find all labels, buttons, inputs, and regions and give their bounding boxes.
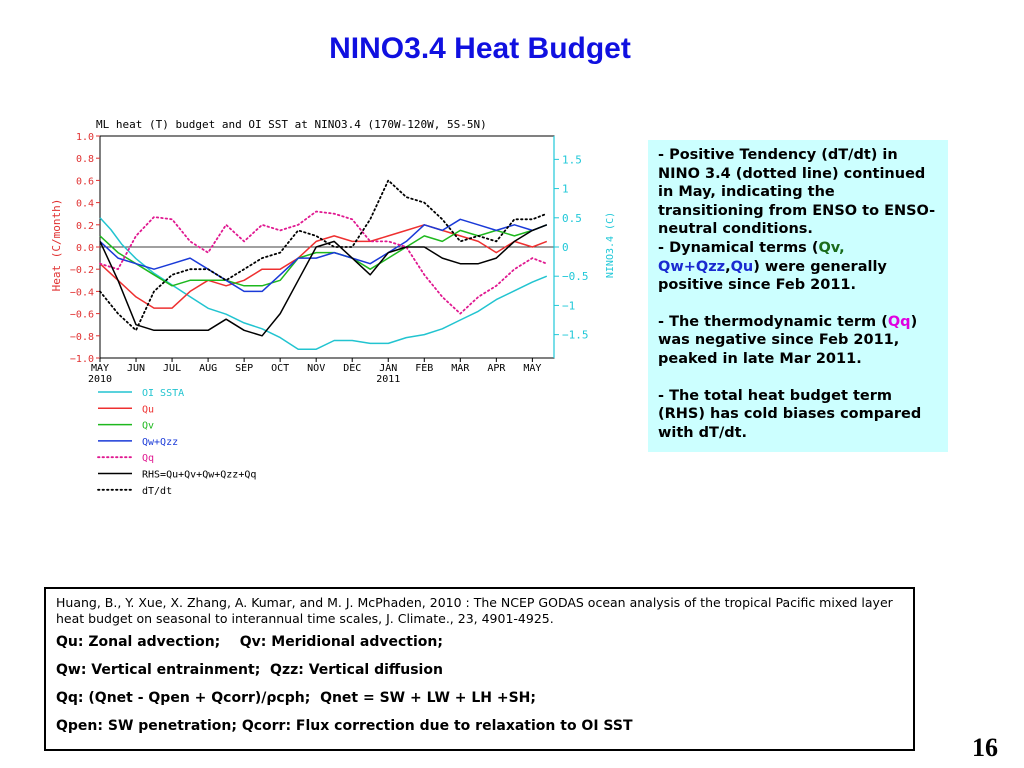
reference-box: Huang, B., Y. Xue, X. Zhang, A. Kumar, a…: [44, 587, 915, 751]
definition-qq: Qq: (Qnet - Qpen + Qcorr)/ρcph; Qnet = S…: [56, 690, 536, 706]
y-right-tick-label: −1: [562, 299, 575, 312]
y-left-tick-label: −0.6: [70, 310, 94, 321]
qwqzz-term: Qw+Qzz: [658, 258, 726, 275]
series-line-qv: [99, 224, 548, 287]
legend-label: RHS=Qu+Qv+Qw+Qzz+Qq: [142, 470, 256, 481]
y-left-tick-label: 0.2: [76, 221, 94, 232]
y-left-tick-label: 0.6: [76, 176, 94, 187]
x-year-label: 2011: [376, 374, 400, 385]
series-line-qq: [99, 210, 548, 315]
definition-qu-qv: Qu: Zonal advection; Qv: Meridional adve…: [56, 634, 443, 650]
y-right-tick-label: 1.5: [562, 153, 582, 166]
definition-qpen-qcorr: Qpen: SW penetration; Qcorr: Flux correc…: [56, 718, 633, 734]
series-line-qw-qzz: [99, 218, 548, 293]
legend-label: dT/dt: [142, 486, 172, 497]
legend-label: Qv: [142, 421, 154, 432]
legend-label: Qu: [142, 404, 154, 415]
x-tick-label: AUG: [199, 363, 217, 374]
y-right-tick-label: −1.5: [562, 329, 589, 342]
y-left-tick-label: 0.4: [76, 199, 94, 210]
x-tick-label: SEP: [235, 363, 253, 374]
x-tick-label: MAY: [91, 363, 109, 374]
x-tick-label: OCT: [271, 363, 289, 374]
x-tick-label: JAN: [379, 363, 397, 374]
x-tick-label: FEB: [415, 363, 433, 374]
x-tick-label: MAR: [451, 363, 470, 374]
y-left-tick-label: 0.0: [76, 243, 94, 254]
y-right-tick-label: 0: [562, 241, 569, 254]
y-left-tick-label: −0.8: [70, 332, 94, 343]
y-right-tick-label: 0.5: [562, 212, 582, 225]
series-line-qu: [99, 224, 548, 309]
x-tick-label: JUL: [163, 363, 181, 374]
y-right-tick-label: 1: [562, 183, 569, 196]
series-line-dt-dt: [99, 179, 548, 332]
x-tick-label: JUN: [127, 363, 145, 374]
y-left-tick-label: 1.0: [76, 132, 94, 143]
x-tick-label: MAY: [523, 363, 541, 374]
note-thermo: - The thermodynamic term (Qq) was negati…: [658, 313, 918, 367]
y-left-tick-label: −1.0: [70, 354, 94, 365]
qv-term: Qv,: [818, 239, 845, 256]
legend-label: Qq: [142, 453, 154, 464]
reference-citation: Huang, B., Y. Xue, X. Zhang, A. Kumar, a…: [56, 595, 893, 626]
y-left-tick-label: −0.2: [70, 265, 94, 276]
x-tick-label: NOV: [307, 363, 325, 374]
slide-title: NINO3.4 Heat Budget: [329, 32, 631, 65]
y-right-tick-label: −0.5: [562, 270, 589, 283]
x-year-label: 2010: [88, 374, 112, 385]
page-number: 16: [972, 733, 998, 762]
legend-label: Qw+Qzz: [142, 437, 178, 448]
x-tick-label: DEC: [343, 363, 361, 374]
heat-budget-chart: ML heat (T) budget and OI SST at NINO3.4…: [50, 118, 616, 497]
definition-qw-qzz: Qw: Vertical entrainment; Qzz: Vertical …: [56, 662, 443, 678]
series-lines: [99, 179, 548, 350]
x-tick-label: APR: [487, 363, 506, 374]
series-line-oi-ssta: [99, 217, 548, 350]
y-left-tick-label: −0.4: [70, 287, 94, 298]
qq-term: Qq: [887, 313, 911, 330]
y-axis-right-label: NINO3.4 (C): [605, 212, 616, 278]
axes: 1.0 0.8 0.6 0.4 0.2 0.0 −0.2 −0.4 −0.6 −0.8 −1.0 1.…: [70, 132, 589, 385]
legend: OI SSTA Qu Qv Qw+Qzz Qq RHS=Qu+Qv+Qw+Qzz+Qq dT…: [97, 388, 256, 497]
qu-term: Qu: [730, 258, 754, 275]
notes-panel: - Positive Tendency (dT/dt) in NINO 3.4 …: [648, 140, 948, 452]
series-line-rhs-qu-qv-qw-qzz-qq: [99, 224, 548, 337]
chart-title: ML heat (T) budget and OI SST at NINO3.4…: [96, 118, 487, 131]
y-left-tick-label: 0.8: [76, 154, 94, 165]
legend-label: OI SSTA: [142, 388, 184, 399]
note-rhs: - The total heat budget term (RHS) has c…: [658, 387, 922, 441]
y-axis-left-label: Heat (C/month): [50, 199, 63, 292]
note-tendency: - Positive Tendency (dT/dt) in NINO 3.4 …: [658, 147, 936, 294]
